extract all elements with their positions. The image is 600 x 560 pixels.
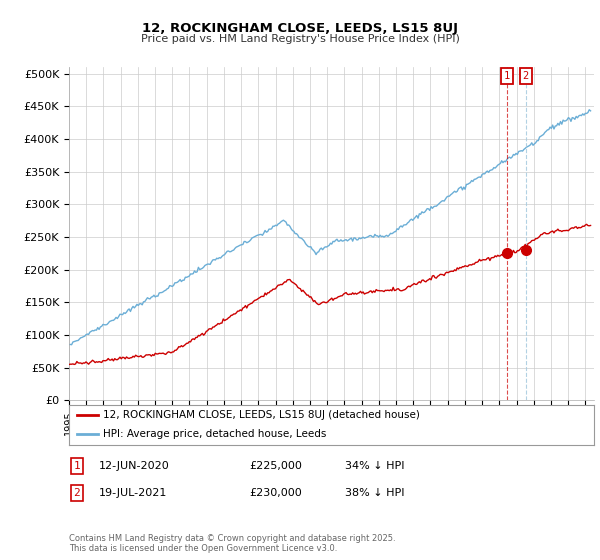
Text: 2: 2: [73, 488, 80, 498]
Text: 12, ROCKINGHAM CLOSE, LEEDS, LS15 8UJ (detached house): 12, ROCKINGHAM CLOSE, LEEDS, LS15 8UJ (d…: [103, 410, 420, 420]
Text: 2: 2: [523, 71, 529, 81]
Text: 12-JUN-2020: 12-JUN-2020: [99, 461, 170, 471]
Text: £230,000: £230,000: [249, 488, 302, 498]
Text: 38% ↓ HPI: 38% ↓ HPI: [345, 488, 404, 498]
Text: HPI: Average price, detached house, Leeds: HPI: Average price, detached house, Leed…: [103, 429, 326, 439]
Text: 19-JUL-2021: 19-JUL-2021: [99, 488, 167, 498]
Text: Price paid vs. HM Land Registry's House Price Index (HPI): Price paid vs. HM Land Registry's House …: [140, 34, 460, 44]
Text: 1: 1: [504, 71, 510, 81]
Text: Contains HM Land Registry data © Crown copyright and database right 2025.
This d: Contains HM Land Registry data © Crown c…: [69, 534, 395, 553]
Text: 12, ROCKINGHAM CLOSE, LEEDS, LS15 8UJ: 12, ROCKINGHAM CLOSE, LEEDS, LS15 8UJ: [142, 22, 458, 35]
Text: 34% ↓ HPI: 34% ↓ HPI: [345, 461, 404, 471]
Text: £225,000: £225,000: [249, 461, 302, 471]
Text: 1: 1: [73, 461, 80, 471]
